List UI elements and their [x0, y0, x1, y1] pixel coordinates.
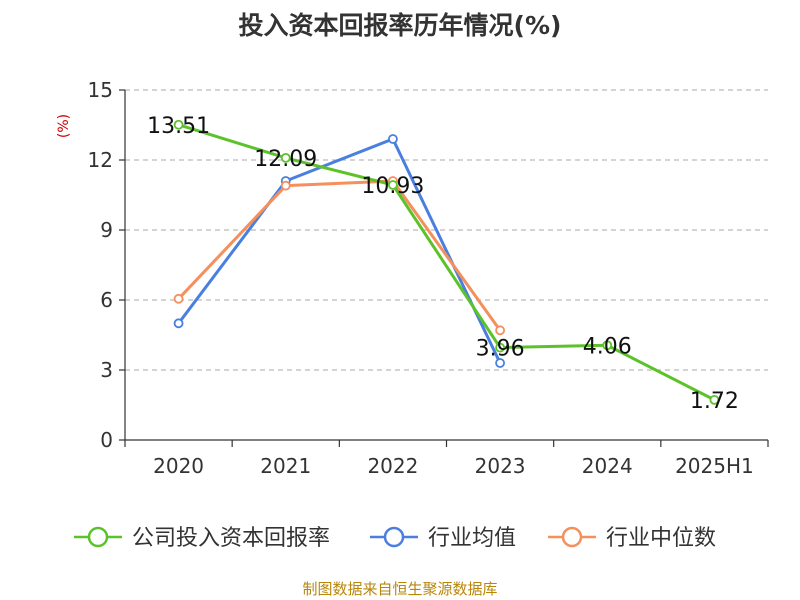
legend-label: 公司投入资本回报率	[132, 526, 330, 551]
legend-label: 行业均值	[428, 526, 516, 551]
legend-item[interactable]: 行业中位数	[548, 526, 716, 551]
data-label: 4.06	[583, 334, 632, 359]
x-tick-label: 2023	[475, 454, 526, 478]
data-point	[388, 180, 398, 190]
series-line	[177, 123, 716, 402]
data-label: 3.96	[476, 337, 525, 362]
y-tick-label: 3	[100, 358, 113, 382]
y-tick-label: 0	[100, 428, 113, 452]
y-tick-label: 12	[88, 148, 113, 172]
y-axis-label: (%)	[56, 114, 72, 138]
legend-label: 行业中位数	[606, 526, 716, 551]
data-label: 1.72	[690, 389, 739, 414]
data-point	[388, 134, 398, 144]
data-point	[495, 325, 505, 336]
data-point	[280, 180, 291, 191]
data-point	[602, 340, 613, 351]
data-point	[709, 394, 720, 405]
x-tick-label: 2022	[367, 454, 418, 478]
y-tick-label: 6	[100, 288, 113, 312]
data-point	[495, 342, 505, 353]
x-tick-label: 2020	[153, 454, 204, 478]
y-tick-label: 15	[88, 78, 113, 102]
data-point	[280, 152, 291, 163]
legend-marker	[561, 526, 583, 548]
data-point	[173, 318, 184, 329]
legend-marker	[383, 526, 405, 548]
x-tick-label: 2021	[260, 454, 311, 478]
source-note: 制图数据来自恒生聚源数据库	[302, 580, 498, 598]
data-label: 13.51	[147, 114, 210, 139]
legend-marker	[87, 526, 109, 548]
series-line	[177, 179, 502, 332]
data-point	[495, 358, 505, 368]
data-point	[173, 293, 184, 304]
legend-item[interactable]: 公司投入资本回报率	[74, 526, 330, 551]
data-label: 12.09	[254, 147, 317, 172]
series-line	[177, 137, 502, 365]
legend-item[interactable]: 行业均值	[370, 526, 516, 551]
y-tick-label: 9	[100, 218, 113, 242]
chart-title: 投入资本回报率历年情况(%)	[238, 11, 562, 40]
data-point	[173, 119, 184, 130]
x-tick-label: 2025H1	[675, 454, 754, 478]
data-label: 10.93	[361, 174, 424, 199]
x-tick-label: 2024	[582, 454, 633, 478]
